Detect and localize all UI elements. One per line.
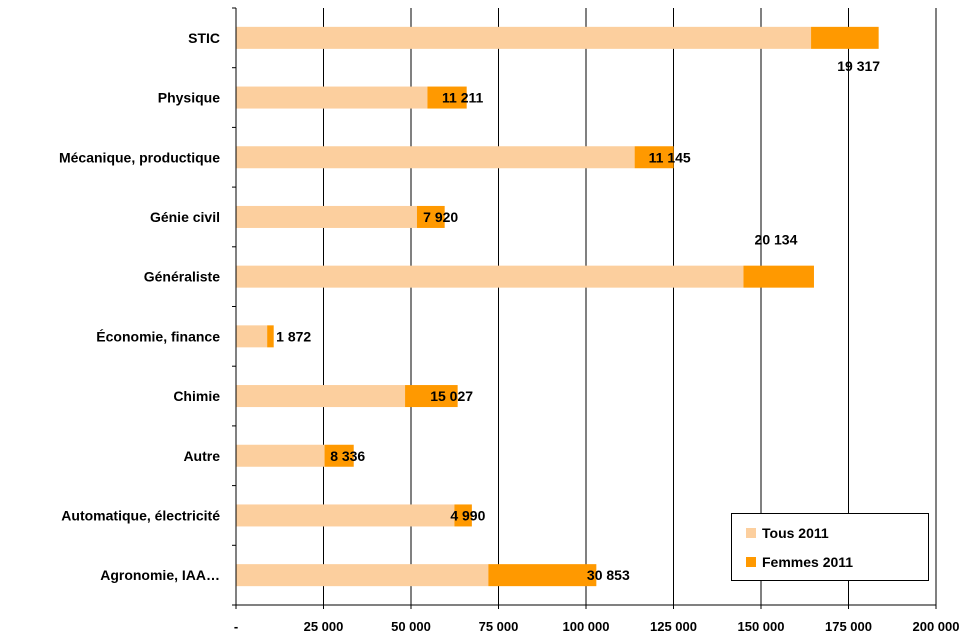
bar-femmes <box>324 444 354 467</box>
legend-item-tous: Tous 2011 <box>746 525 829 541</box>
data-label: 19 317 <box>837 58 880 74</box>
data-label: 8 336 <box>330 448 365 464</box>
category-label: Généraliste <box>144 269 220 285</box>
data-label: 4 990 <box>450 507 485 523</box>
category-label: Autre <box>183 448 220 464</box>
bar-femmes <box>416 205 445 228</box>
bar-tous <box>236 325 268 348</box>
data-label: 15 027 <box>430 388 473 404</box>
data-label: 1 872 <box>276 328 311 344</box>
data-label: 7 920 <box>423 209 458 225</box>
x-tick-label: 125 000 <box>650 619 697 634</box>
bar-femmes <box>267 325 274 348</box>
category-label: Physique <box>158 90 220 106</box>
data-label: 30 853 <box>587 567 630 583</box>
x-tick-label: 50 000 <box>391 619 431 634</box>
category-label: Génie civil <box>150 209 220 225</box>
bar-femmes <box>454 504 472 527</box>
x-tick-label: 75 000 <box>479 619 519 634</box>
bar-femmes <box>634 146 674 169</box>
data-label: 11 211 <box>442 90 483 106</box>
bar-femmes <box>427 86 467 109</box>
category-label: STIC <box>188 30 220 46</box>
x-tick-label: 100 000 <box>563 619 610 634</box>
category-label: Agronomie, IAA… <box>100 567 220 583</box>
category-label: Automatique, électricité <box>61 507 220 523</box>
x-tick-label: 25 000 <box>304 619 344 634</box>
category-label: Chimie <box>173 388 220 404</box>
legend-swatch-tous <box>746 528 756 538</box>
bar-tous <box>236 26 812 49</box>
bar-tous <box>236 385 406 408</box>
legend-label-femmes: Femmes 2011 <box>762 554 854 570</box>
x-tick-label: - <box>234 619 238 634</box>
category-label: Économie, finance <box>96 328 220 344</box>
legend-swatch-femmes <box>746 557 756 567</box>
bar-tous <box>236 146 635 169</box>
bar-tous <box>236 86 428 109</box>
category-label: Mécanique, productique <box>59 149 220 165</box>
legend-item-femmes: Femmes 2011 <box>746 554 853 570</box>
bar-tous <box>236 444 325 467</box>
x-tick-label: 200 000 <box>913 619 960 634</box>
bar-femmes <box>743 265 814 288</box>
data-label: 20 134 <box>755 232 798 248</box>
bar-femmes <box>488 564 597 587</box>
bar-femmes <box>811 26 879 49</box>
x-tick-label: 150 000 <box>738 619 785 634</box>
bar-tous <box>236 504 455 527</box>
bar-tous <box>236 205 417 228</box>
legend-label-tous: Tous 2011 <box>762 525 829 541</box>
data-label: 11 145 <box>649 149 691 165</box>
bar-tous <box>236 265 744 288</box>
bar-tous <box>236 564 489 587</box>
x-tick-label: 175 000 <box>825 619 872 634</box>
bar-femmes <box>405 385 458 408</box>
chart-legend: Tous 2011 Femmes 2011 <box>731 513 929 581</box>
